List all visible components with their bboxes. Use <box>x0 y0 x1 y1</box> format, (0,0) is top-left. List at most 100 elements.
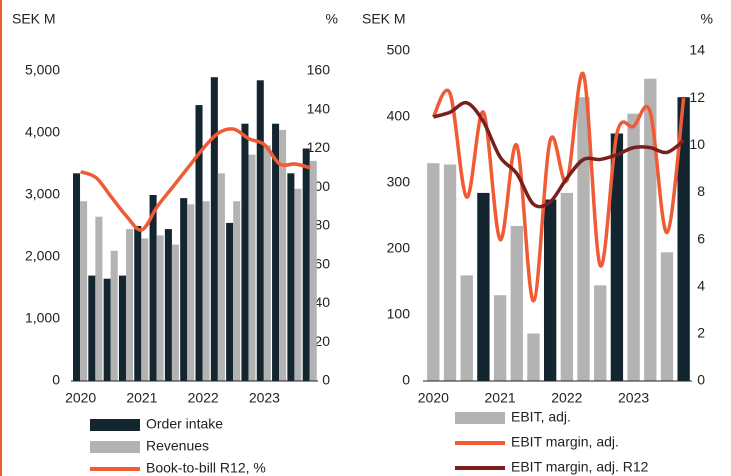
bar <box>195 105 203 381</box>
bar <box>263 145 271 381</box>
y-tick-label: 2,000 <box>25 248 60 264</box>
bar <box>187 204 195 381</box>
bar <box>510 225 523 381</box>
y2-tick-label: 4 <box>697 277 705 293</box>
y2-tick-label: 140 <box>307 100 331 116</box>
bar <box>677 97 690 381</box>
y-axis-title: SEK M <box>362 11 406 27</box>
bar <box>560 192 574 381</box>
y-tick-label: 3,000 <box>25 186 60 202</box>
bar <box>460 275 473 381</box>
bar <box>141 238 149 381</box>
bar <box>279 129 287 381</box>
y-tick-label: 1,000 <box>25 310 60 326</box>
legend-label: EBIT, adj. <box>511 409 571 425</box>
bar <box>118 275 126 381</box>
y2-axis-title: % <box>701 11 713 27</box>
y-tick-label: 0 <box>402 372 410 388</box>
bar <box>73 173 81 381</box>
x-tick-label: 2020 <box>418 390 449 406</box>
y-tick-label: 300 <box>387 174 411 190</box>
y-tick-label: 5,000 <box>25 62 60 78</box>
y2-tick-label: 6 <box>697 230 705 246</box>
bar <box>577 97 590 381</box>
bar <box>527 333 540 381</box>
bar <box>88 275 96 381</box>
legend-swatch <box>90 441 140 453</box>
bar <box>309 160 317 381</box>
y-tick-label: 0 <box>52 372 60 388</box>
bar <box>294 188 302 381</box>
bar <box>156 235 164 381</box>
y2-tick-label: 8 <box>697 183 705 199</box>
x-tick-label: 2021 <box>485 390 516 406</box>
bar <box>543 199 557 381</box>
bar <box>644 78 657 381</box>
bar <box>103 278 111 381</box>
bar <box>171 244 179 381</box>
bar <box>287 173 295 381</box>
x-tick-label: 2022 <box>188 390 219 406</box>
bar <box>477 192 490 381</box>
y2-tick-label: 80 <box>314 217 330 233</box>
bar <box>256 80 264 382</box>
x-tick-label: 2023 <box>249 390 280 406</box>
bar <box>202 201 210 381</box>
legend-label: EBIT margin, adj. <box>511 434 619 450</box>
y2-tick-label: 2 <box>697 325 705 341</box>
legend-label: Order intake <box>146 416 223 432</box>
bar <box>134 226 142 381</box>
edge-accent <box>0 0 2 476</box>
x-tick-label: 2021 <box>126 390 157 406</box>
bar <box>226 222 234 381</box>
x-tick-label: 2022 <box>551 390 582 406</box>
bar <box>610 133 624 381</box>
legend-swatch <box>455 412 505 424</box>
y2-tick-label: 0 <box>322 372 330 388</box>
bar <box>302 148 310 381</box>
x-tick-label: 2020 <box>65 390 96 406</box>
bar <box>493 295 507 381</box>
bar <box>110 250 118 381</box>
bar <box>80 201 88 381</box>
y-tick-label: 200 <box>387 240 411 256</box>
bar <box>149 195 157 381</box>
y2-tick-label: 10 <box>689 136 705 152</box>
bar <box>125 229 134 381</box>
y2-tick-label: 120 <box>307 139 331 155</box>
bar <box>233 201 241 381</box>
bar <box>427 163 440 381</box>
legend-label: Book-to-bill R12, % <box>146 460 266 476</box>
line <box>80 127 311 232</box>
y2-axis-title: % <box>326 11 338 27</box>
y2-tick-label: 40 <box>314 294 330 310</box>
y2-tick-label: 14 <box>689 42 705 58</box>
y-axis-title: SEK M <box>12 11 56 27</box>
x-tick-label: 2023 <box>618 390 649 406</box>
bar <box>217 173 225 381</box>
legend-label: EBIT margin, adj. R12 <box>511 459 649 475</box>
bar <box>594 285 607 381</box>
bar <box>180 198 188 381</box>
line <box>432 100 685 209</box>
y2-tick-label: 60 <box>314 255 330 271</box>
bar <box>443 164 457 381</box>
y-tick-label: 100 <box>387 306 411 322</box>
bar <box>248 154 256 381</box>
y2-tick-label: 160 <box>307 62 331 78</box>
y-tick-label: 4,000 <box>25 124 60 140</box>
y2-tick-label: 12 <box>689 89 705 105</box>
bar <box>241 123 249 381</box>
bar <box>627 113 640 381</box>
y2-tick-label: 0 <box>697 372 705 388</box>
bar <box>660 252 674 381</box>
y-tick-label: 400 <box>387 108 411 124</box>
legend-label: Revenues <box>146 438 209 454</box>
bar <box>210 77 218 381</box>
bar <box>272 123 280 381</box>
y2-tick-label: 20 <box>314 333 330 349</box>
bar <box>164 229 172 381</box>
bar <box>95 216 103 381</box>
y-tick-label: 500 <box>387 42 411 58</box>
